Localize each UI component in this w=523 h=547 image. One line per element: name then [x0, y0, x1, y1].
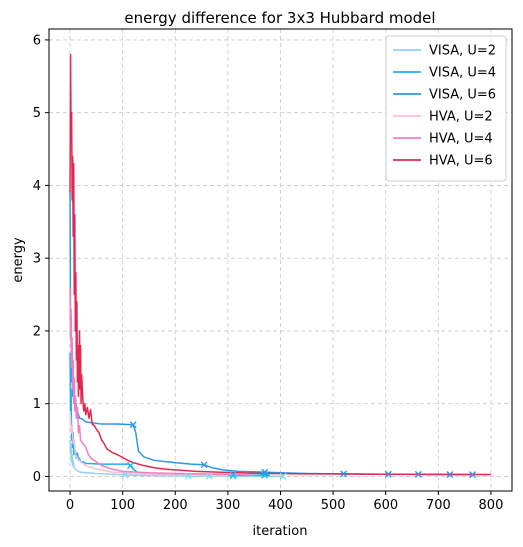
- series-marker-2: [384, 470, 392, 478]
- series-marker-1: [127, 462, 135, 470]
- x-tick-label: 300: [215, 498, 240, 513]
- series-marker-2: [446, 471, 454, 479]
- series-marker-0: [121, 471, 129, 479]
- chart-title: energy difference for 3x3 Hubbard model: [124, 9, 435, 27]
- legend-label-3: HVA, U=2: [429, 110, 493, 125]
- x-tick-label: 0: [66, 498, 74, 513]
- y-axis-label: energy: [11, 237, 26, 283]
- series-marker-0: [229, 472, 237, 480]
- series-marker-2: [129, 421, 137, 429]
- series-marker-0: [279, 472, 287, 480]
- series-lines: [69, 53, 491, 478]
- legend-label-5: HVA, U=6: [429, 154, 493, 169]
- series-line-5: [69, 53, 491, 476]
- series-line-0: [69, 440, 284, 478]
- y-tick-label: 2: [33, 324, 41, 339]
- x-tick-label: 200: [163, 498, 188, 513]
- series-marker-2: [340, 470, 348, 478]
- legend: VISA, U=2 VISA, U=4 VISA, U=6 HVA, U=2 HVA, …: [385, 35, 507, 182]
- axis-ticks: 0 100 200 300 400 500 600 700 800 0 1 2 3 4 5 6: [33, 33, 504, 513]
- series-marker-2: [469, 471, 477, 479]
- y-tick-label: 4: [33, 179, 41, 194]
- series-marker-1: [229, 471, 237, 479]
- y-tick-label: 6: [33, 33, 41, 48]
- x-axis-label: iteration: [253, 524, 308, 539]
- y-tick-label: 1: [33, 397, 41, 412]
- legend-label-2: VISA, U=6: [429, 88, 496, 103]
- x-tick-label: 500: [321, 498, 346, 513]
- y-tick-label: 0: [33, 470, 41, 485]
- series-marker-2: [200, 461, 208, 469]
- x-tick-label: 700: [426, 498, 451, 513]
- x-tick-label: 100: [110, 498, 135, 513]
- y-tick-label: 3: [33, 252, 41, 267]
- series-markers: [121, 421, 477, 480]
- x-tick-label: 400: [268, 498, 293, 513]
- series-marker-0: [184, 472, 192, 480]
- legend-label-1: VISA, U=4: [429, 66, 496, 81]
- legend-label-0: VISA, U=2: [429, 44, 496, 59]
- series-marker-2: [414, 470, 422, 478]
- y-tick-label: 5: [33, 106, 41, 121]
- legend-label-4: HVA, U=4: [429, 132, 493, 147]
- series-marker-2: [261, 468, 269, 476]
- series-marker-0: [205, 472, 213, 480]
- series-line-3: [69, 410, 228, 477]
- series-line-4: [69, 287, 255, 476]
- x-tick-label: 600: [373, 498, 398, 513]
- x-tick-label: 800: [479, 498, 504, 513]
